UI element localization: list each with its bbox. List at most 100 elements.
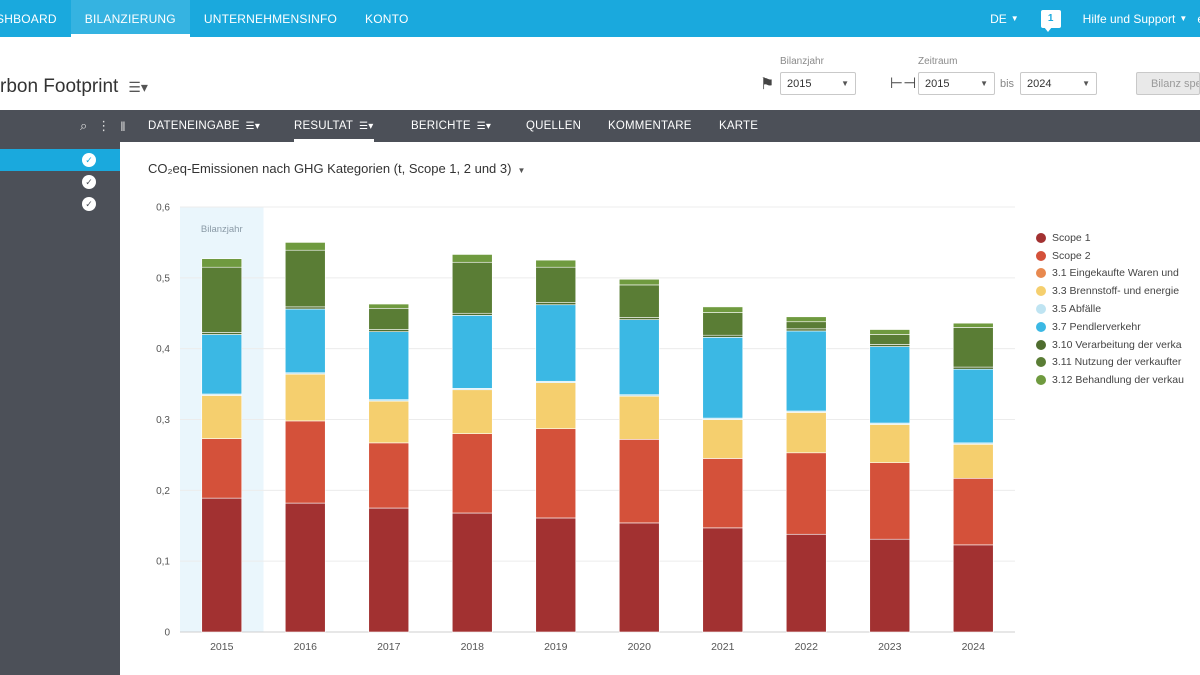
bar-segment: [618, 284, 660, 318]
zeitraum-from-select[interactable]: 2015 ▼: [918, 72, 995, 95]
save-balance-button[interactable]: Bilanz spe: [1136, 72, 1200, 95]
bar-segment: [952, 366, 994, 370]
legend-label: 3.3 Brennstoff- und energie: [1052, 285, 1180, 298]
zeitraum-to-select[interactable]: 2024 ▼: [1020, 72, 1097, 95]
bar-segment: [201, 334, 243, 395]
bar-segment: [618, 522, 660, 633]
x-tick-label: 2022: [795, 641, 819, 653]
bar-segment: [618, 278, 660, 286]
legend-item[interactable]: Scope 2: [1036, 247, 1200, 265]
bar-segment: [535, 428, 577, 519]
bar-segment: [618, 317, 660, 320]
help-support-menu[interactable]: Hilfe und Support ▼: [1083, 12, 1188, 26]
language-selector[interactable]: DE ▼: [990, 12, 1019, 26]
legend-label: Scope 2: [1052, 249, 1091, 262]
bar-segment: [869, 344, 911, 347]
legend-item[interactable]: 3.7 Pendlerverkehr: [1036, 318, 1200, 336]
chevron-down-icon: ▼: [1082, 79, 1090, 88]
tab-dateneingabe[interactable]: DATENEINGABE ☰▾: [148, 110, 260, 142]
y-tick-label: 0,1: [156, 557, 170, 568]
bar-segment: [535, 302, 577, 306]
bar-segment: [869, 329, 911, 335]
nav-item-bilanzierung[interactable]: BILANZIERUNG: [70, 0, 190, 37]
x-tick-label: 2019: [544, 641, 568, 653]
more-vertical-icon[interactable]: ⋮: [97, 118, 111, 133]
tab-kommentare[interactable]: KOMMENTARE: [608, 110, 692, 142]
legend-swatch: [1036, 321, 1046, 332]
sidebar-item-3[interactable]: ✓: [0, 193, 120, 215]
bar-segment: [535, 266, 577, 303]
bar-segment: [368, 442, 410, 509]
bar-segment: [535, 517, 577, 633]
legend-item[interactable]: Scope 1: [1036, 229, 1200, 247]
bar-segment: [952, 322, 994, 328]
top-right-tools: DE ▼ 1 Hilfe und Support ▼ e: [990, 0, 1200, 37]
sidebar-item-2[interactable]: ✓: [0, 171, 120, 193]
search-icon[interactable]: ⌕: [80, 118, 88, 133]
sidebar: [0, 142, 120, 675]
tab-berichte[interactable]: BERICHTE ☰▾: [411, 110, 491, 142]
bar-segment: [368, 307, 410, 330]
y-tick-label: 0,5: [156, 273, 170, 284]
chart-title[interactable]: CO₂eq-Emissionen nach GHG Kategorien (t,…: [148, 161, 525, 176]
bilanzjahr-select[interactable]: 2015 ▼: [780, 72, 856, 95]
notification-icon[interactable]: 1: [1040, 9, 1061, 32]
bar-segment: [702, 306, 744, 313]
help-support-label: Hilfe und Support: [1082, 11, 1176, 26]
chart-title-text: CO₂eq-Emissionen nach GHG Kategorien (t,…: [148, 161, 512, 176]
x-tick-label: 2020: [628, 641, 652, 653]
bar-segment: [368, 303, 410, 309]
user-menu[interactable]: e: [1197, 12, 1200, 26]
bar-segment: [702, 458, 744, 529]
bar-segment: [869, 424, 911, 464]
zeitraum-to-value: 2024: [1027, 77, 1052, 90]
legend-item[interactable]: 3.1 Eingekaufte Waren und: [1036, 265, 1200, 283]
bar-segment: [702, 419, 744, 459]
nav-item-dashboard[interactable]: SHBOARD: [0, 11, 57, 26]
bar-segment: [702, 527, 744, 633]
bar-segment: [869, 334, 911, 345]
bar-segment: [535, 304, 577, 382]
result-toolbar: ⌕ ⋮ ‖ DATENEINGABE ☰▾ RESULTAT ☰▾ BERICHTE…: [0, 110, 1200, 142]
bar-segment: [702, 337, 744, 419]
collapse-handle-icon[interactable]: ‖: [120, 118, 126, 134]
bar-segment: [451, 312, 493, 316]
flag-icon: ⚑: [760, 76, 775, 93]
menu-icon: ☰▾: [359, 120, 374, 132]
tab-label: BERICHTE: [411, 120, 471, 132]
tab-karte[interactable]: KARTE: [719, 110, 758, 142]
y-tick-label: 0: [164, 628, 170, 639]
legend-swatch: [1036, 375, 1046, 386]
chevron-down-icon: ▼: [1179, 14, 1188, 23]
sidebar-item-1[interactable]: ✓: [0, 149, 120, 171]
bar-segment: [368, 507, 410, 633]
hamburger-menu-icon[interactable]: ☰▾: [128, 78, 148, 95]
bar-segment: [952, 327, 994, 368]
legend-label: 3.7 Pendlerverkehr: [1052, 320, 1141, 333]
nav-item-unternehmensinfo[interactable]: UNTERNEHMENSINFO: [203, 11, 338, 26]
legend-item[interactable]: 3.10 Verarbeitung der verka: [1036, 336, 1200, 354]
legend-item[interactable]: 3.11 Nutzung der verkaufter: [1036, 354, 1200, 372]
tab-resultat[interactable]: RESULTAT ☰▾: [294, 110, 374, 142]
bar-segment: [368, 331, 410, 400]
legend-item[interactable]: 3.5 Abfälle: [1036, 300, 1200, 318]
tab-quellen[interactable]: QUELLEN: [526, 110, 581, 142]
tab-label: DATENEINGABE: [148, 120, 240, 132]
bar-segment: [284, 420, 326, 504]
bar-segment: [535, 382, 577, 430]
legend-swatch: [1036, 286, 1046, 297]
legend-item[interactable]: 3.12 Behandlung der verkau: [1036, 371, 1200, 389]
bar-segment: [618, 319, 660, 396]
page-title-text: rbon Footprint: [0, 76, 119, 97]
legend-item[interactable]: 3.3 Brennstoff- und energie: [1036, 282, 1200, 300]
bar-segment: [952, 443, 994, 479]
bar-segment: [451, 261, 493, 314]
nav-item-konto[interactable]: KONTO: [365, 11, 409, 26]
bar-segment: [284, 373, 326, 422]
bar-segment: [284, 308, 326, 374]
page-title: rbon Footprint ☰▾: [0, 76, 148, 98]
bar-segment: [535, 259, 577, 268]
bar-segment: [869, 346, 911, 424]
bar-segment: [451, 315, 493, 389]
y-tick-label: 0,4: [156, 344, 170, 355]
